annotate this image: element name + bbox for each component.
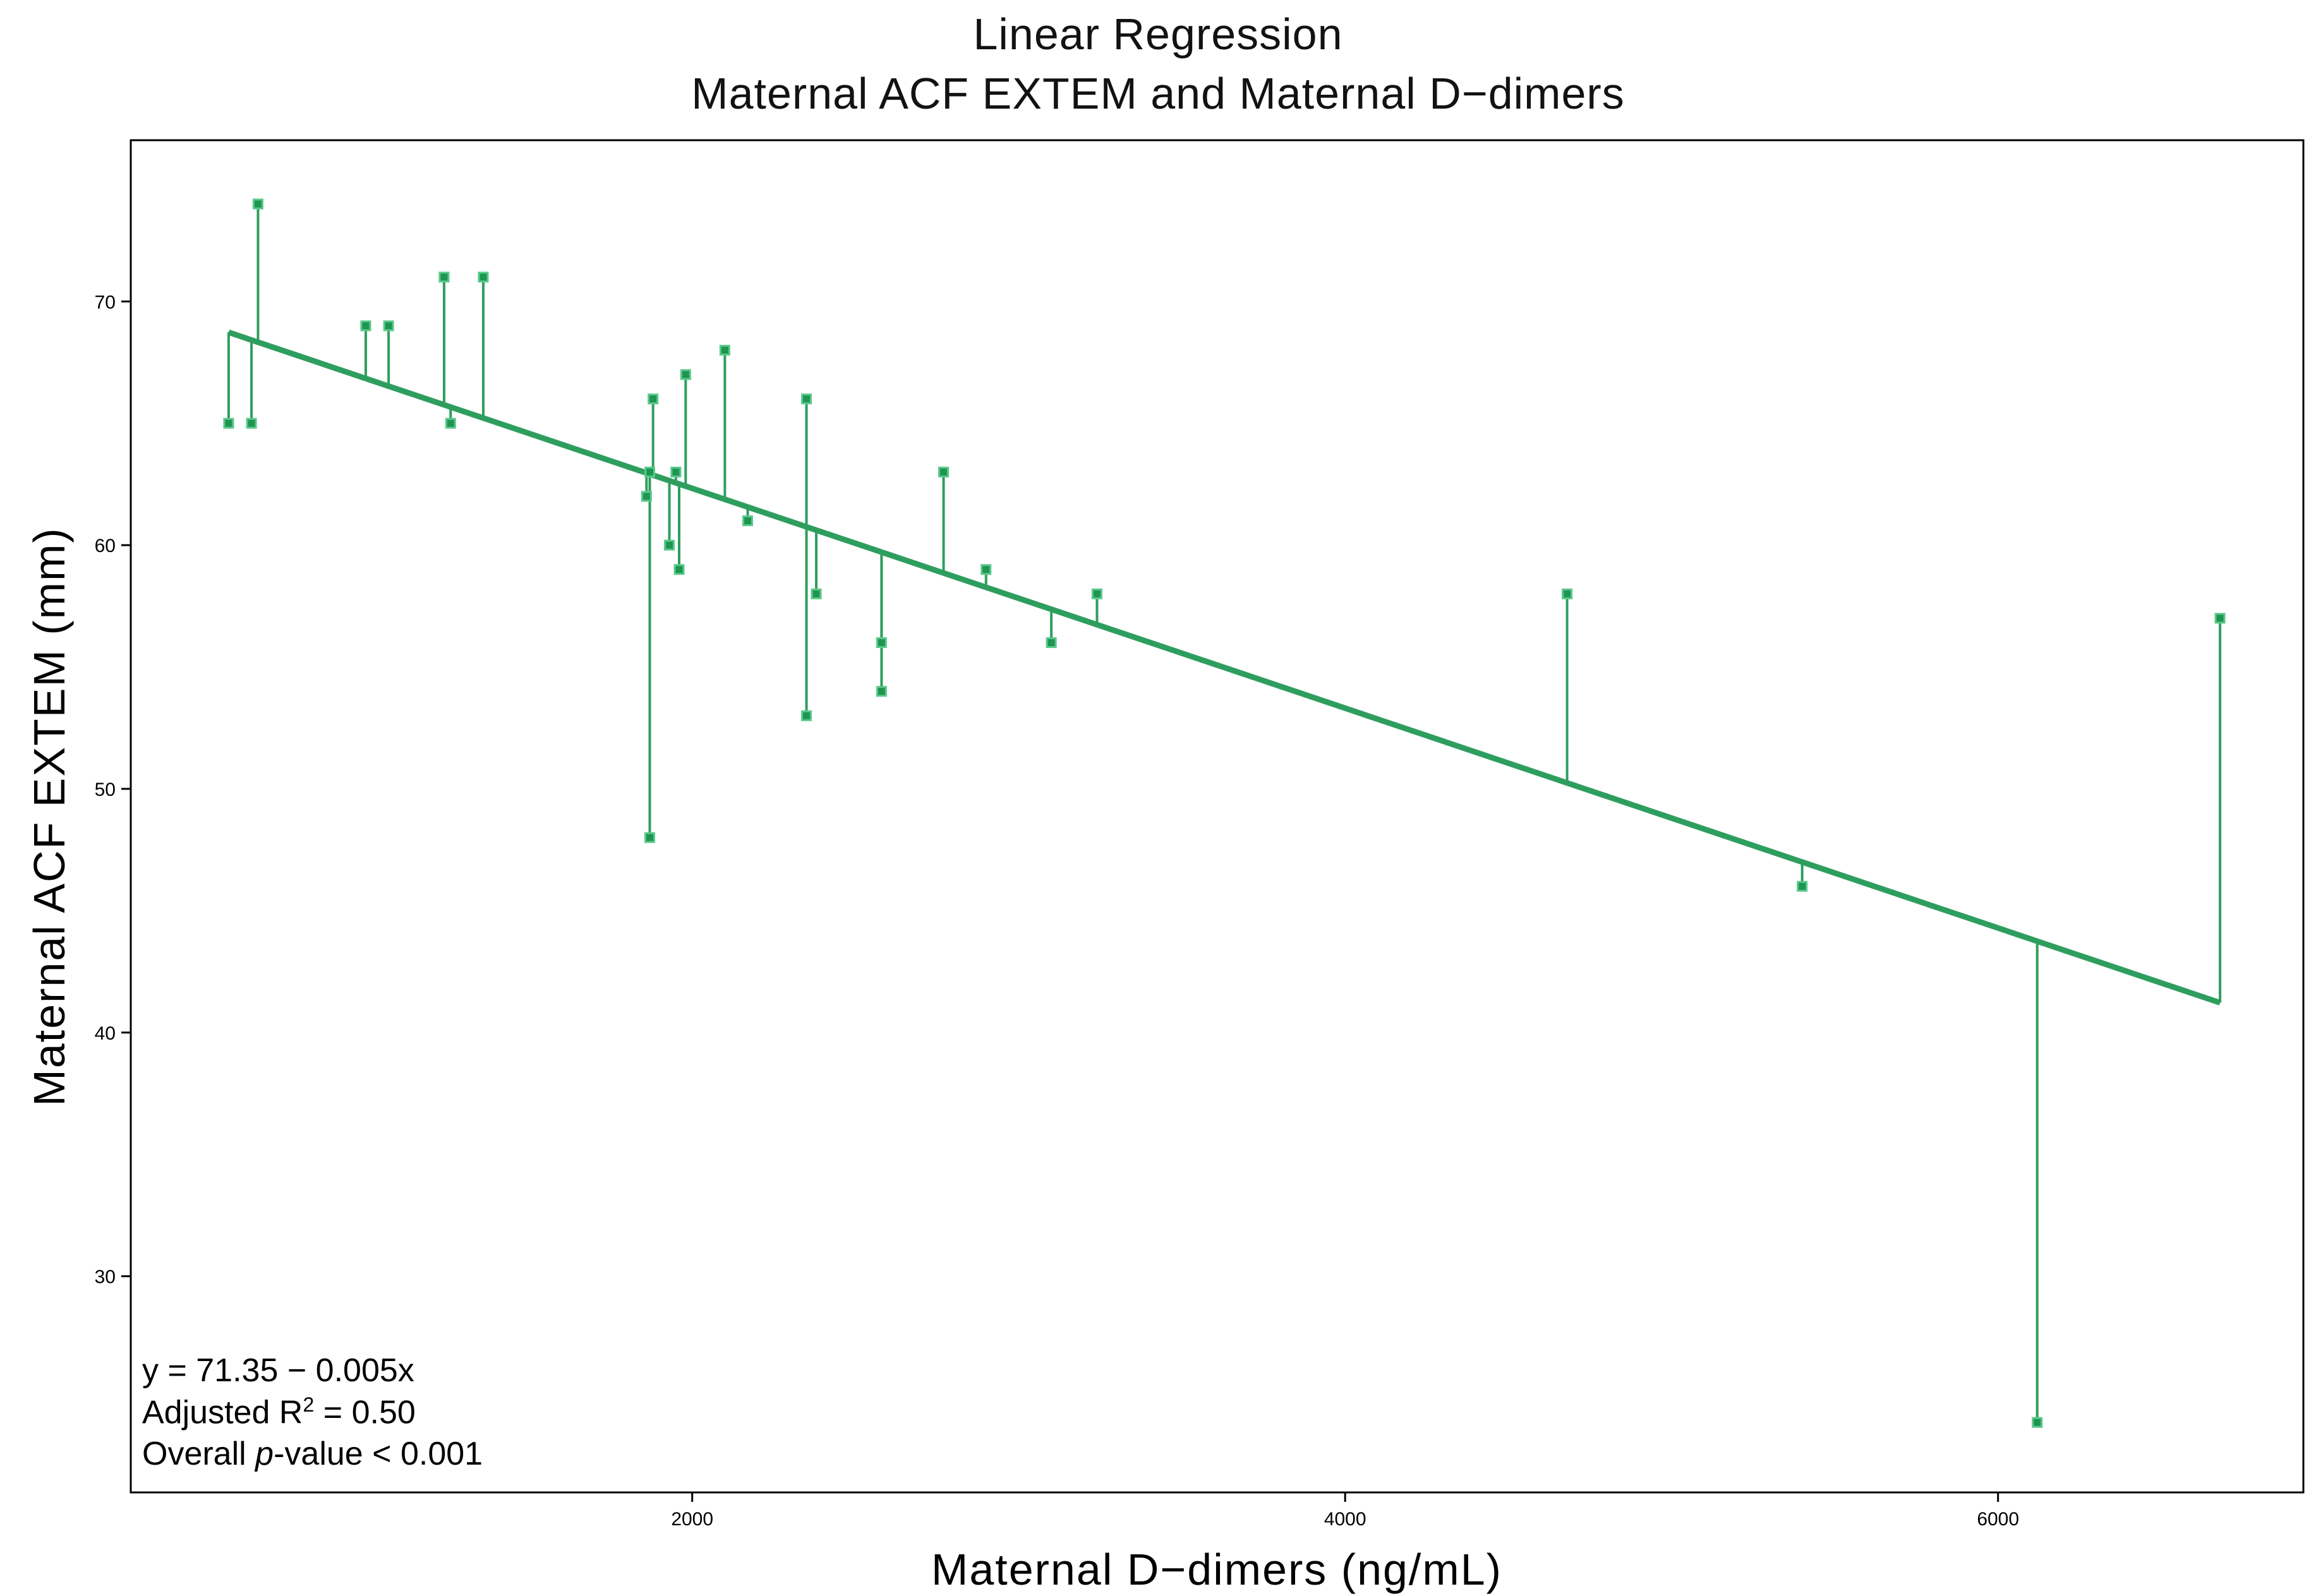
- p-prefix: Overall: [142, 1436, 256, 1472]
- data-point: [360, 320, 371, 332]
- y-axis-label: Maternal ACF EXTEM (mm): [25, 527, 74, 1107]
- data-point: [641, 491, 652, 502]
- y-tick-label: 30: [95, 1267, 116, 1288]
- data-point: [644, 832, 656, 843]
- data-point: [1046, 637, 1057, 648]
- y-tick-label: 70: [95, 292, 116, 313]
- data-point: [1562, 588, 1573, 599]
- data-point: [1797, 880, 1808, 892]
- plot-border: [130, 139, 2305, 1494]
- data-point: [2214, 613, 2226, 624]
- data-point: [1091, 588, 1102, 599]
- r2-prefix: Adjusted R: [142, 1394, 303, 1431]
- data-point: [680, 369, 691, 380]
- data-point: [673, 564, 685, 575]
- data-point: [246, 417, 257, 429]
- y-tick-label: 60: [95, 536, 116, 556]
- p-value-text: Overall p-value < 0.001: [142, 1435, 483, 1473]
- data-point: [670, 466, 682, 477]
- regression-line: [227, 329, 2221, 1005]
- data-point: [445, 417, 456, 429]
- data-point: [644, 466, 656, 477]
- data-point: [801, 393, 812, 405]
- x-tick-label: 4000: [1324, 1509, 1366, 1530]
- r2-suffix: = 0.50: [314, 1394, 416, 1431]
- y-tick-label: 50: [95, 779, 116, 800]
- x-axis-label: Maternal D−dimers (ng/mL): [931, 1545, 1502, 1594]
- regression-equation: y = 71.35 − 0.005x: [142, 1352, 414, 1389]
- x-tick-label: 6000: [1977, 1509, 2019, 1530]
- adjusted-r2-text: Adjusted R2 = 0.50: [142, 1393, 416, 1431]
- data-point: [648, 393, 659, 405]
- x-tick-label: 2000: [671, 1509, 713, 1530]
- p-suffix: -value < 0.001: [274, 1436, 483, 1472]
- data-point: [876, 637, 887, 648]
- data-point: [876, 686, 887, 697]
- y-tick-label: 40: [95, 1023, 116, 1044]
- data-point: [801, 710, 812, 721]
- data-point: [938, 466, 950, 477]
- data-point: [478, 272, 489, 283]
- r2-superscript: 2: [303, 1393, 315, 1416]
- data-point: [664, 539, 675, 551]
- data-point: [2032, 1417, 2043, 1428]
- data-point: [980, 564, 992, 575]
- p-italic: p: [255, 1436, 274, 1472]
- data-point: [252, 198, 263, 210]
- chart-subtitle: Maternal ACF EXTEM and Maternal D−dimers: [691, 69, 1625, 118]
- chart-title: Linear Regression: [973, 9, 1343, 59]
- data-point: [383, 320, 394, 332]
- data-point: [742, 515, 754, 527]
- data-point: [719, 344, 730, 356]
- data-point: [438, 272, 450, 283]
- data-point: [811, 588, 822, 599]
- data-point: [223, 417, 234, 429]
